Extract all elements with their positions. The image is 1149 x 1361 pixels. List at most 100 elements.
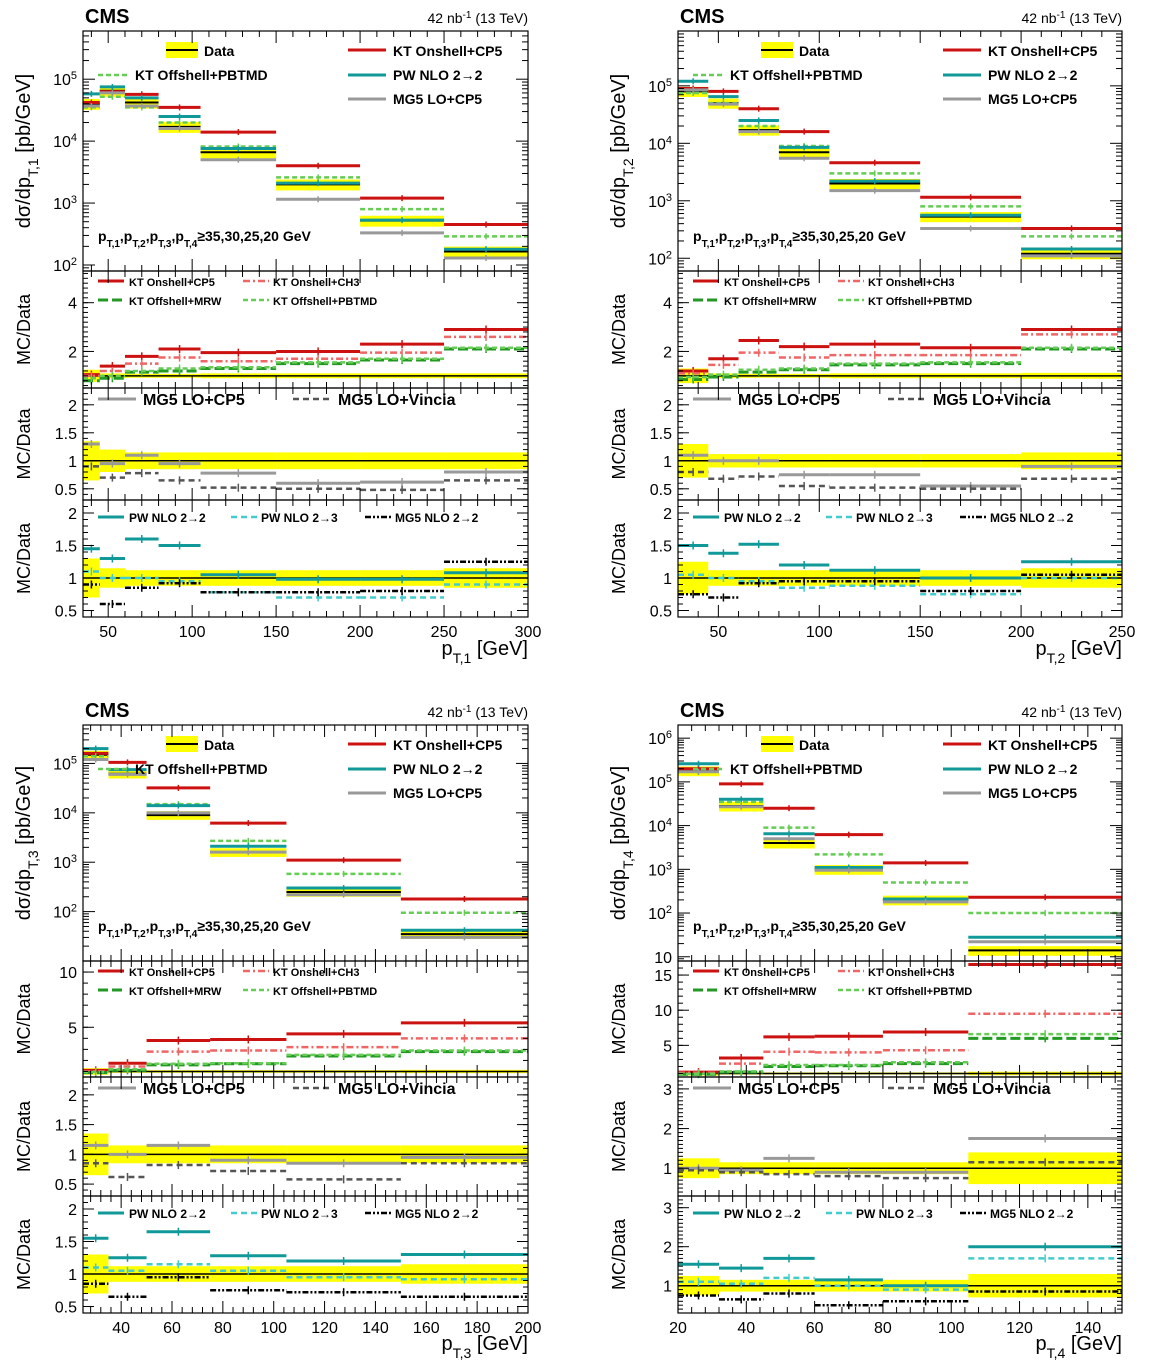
y-tick-label: 104 [648,134,672,153]
legend-label: Data [799,43,830,59]
legend-label: PW NLO 2→3 [261,511,338,525]
plot-frame [677,1195,1123,1314]
chart-panel-1: CMS 42 nb-1 (13 TeV) 102 103 104 105 dσ/dpT,1 … [13,6,541,666]
legend-label: Data [799,737,830,753]
y-tick-label: 2 [68,344,77,361]
x-tick-label: 180 [464,1320,491,1337]
x-tick-label: 150 [907,624,934,641]
ratio-legend: MG5 LO+CP5 MG5 LO+Vincia [98,1081,456,1098]
legend-label: KT Offshell+PBTMD [273,986,377,998]
y-tick-label: 5 [68,1020,77,1037]
plot-area [678,31,1122,271]
y-tick-label: 3 [663,1082,672,1099]
legend-label: KT Offshell+MRW [129,296,222,308]
y-tick-label: 104 [648,817,672,836]
y-tick-label: 0.5 [55,604,77,621]
legend-label: KT Onshell+CP5 [988,737,1098,753]
x-tick-label: 40 [112,1320,130,1337]
y-tick-label: 0.5 [55,1177,77,1194]
experiment-label: CMS [85,700,129,722]
legend-label: KT Offshell+PBTMD [868,296,972,308]
y-tick-label: 0.5 [55,1300,77,1317]
x-tick-label: 60 [806,1320,824,1337]
legend-label: MG5 LO+CP5 [143,392,245,409]
legend-label: MG5 LO+Vincia [933,1081,1051,1098]
legend-label: KT Onshell+CP5 [393,737,503,753]
y-tick-label: 103 [648,192,672,211]
y-tick-label: 1.5 [650,539,672,556]
plot-area [83,31,528,271]
y-axis-title: dσ/dpT,2 [pb/GeV] [608,74,636,228]
ratio-legend: MG5 LO+CP5 MG5 LO+Vincia [693,392,1051,409]
cut-label: pT,1,pT,2,pT,3,pT,4≥35,30,25,20 GeV [693,228,907,250]
y-tick-label: 103 [53,194,77,213]
legend-label: MG5 LO+CP5 [393,91,482,107]
x-tick-label: 160 [413,1320,440,1337]
ratio-y-axis-title: MC/Data [14,1100,34,1172]
lumi-label: 42 nb-1 (13 TeV) [428,10,529,27]
ratio-y-axis-title: MC/Data [14,408,34,480]
main-panel: 10 102 103 104 105 106 dσ/dpT,4 [pb/GeV] pT,1,p… [608,724,1123,967]
x-tick-label: 140 [362,1320,389,1337]
plot-frame [82,499,529,618]
y-tick-label: 10 [59,965,77,982]
ratio-y-axis-title: MC/Data [609,983,629,1055]
chart-panel-3: CMS 42 nb-1 (13 TeV)102103104105dσ/dpT,3 … [13,700,541,1361]
y-tick-label: 102 [648,904,672,923]
x-axis-title: pT,3 [GeV] [441,1333,528,1361]
lumi-label: 42 nb-1 (13 TeV) [1022,704,1123,721]
legend-label: MG5 LO+Vincia [933,392,1051,409]
y-tick-label: 102 [53,256,77,275]
x-tick-label: 40 [737,1320,755,1337]
experiment-label: CMS [680,700,724,722]
y-tick-label: 2 [68,1088,77,1105]
legend-label: KT Onshell+CH3 [868,967,955,979]
legend-label: PW NLO 2→2 [724,511,801,525]
y-tick-label: 102 [53,903,77,922]
x-tick-label: 300 [515,624,542,641]
plot-area [83,725,528,961]
y-tick-label: 2 [663,1122,672,1139]
lumi-label: 42 nb-1 (13 TeV) [1022,10,1123,27]
legend-label: KT Onshell+CP5 [724,277,810,289]
y-tick-label: 105 [53,70,77,89]
legend-label: KT Offshell+MRW [724,296,817,308]
ratio-panel-1: 5 10 MC/Data KT Onshell+CP5 KT Onshell+CH3KT… [14,960,529,1078]
y-tick-label: 0.5 [55,482,77,499]
ratio-y-axis-title: MC/Data [14,983,34,1055]
main-legend: Data KT Onshell+CP5 KT Offshell+PBTMD PW NL… [693,42,1098,107]
legend-label: PW NLO 2→2 [393,67,483,83]
y-axis-title: dσ/dpT,1 [pb/GeV] [13,74,41,228]
x-tick-label: 100 [260,1320,287,1337]
y-tick-label: 2 [663,344,672,361]
y-tick-label: 1 [68,1147,77,1164]
legend-label: MG5 LO+CP5 [738,1081,840,1098]
main-legend: Data KT Onshell+CP5 KT Offshell+PBTMD PW NL… [693,736,1098,801]
ratio-panel-1: 5 10 15 MC/Data KT Onshell+CP5 KT Onshell+CH3… [609,960,1123,1079]
y-tick-label: 105 [648,77,672,96]
ratio-y-axis-title: MC/Data [14,522,34,594]
x-tick-label: 100 [806,624,833,641]
ratio-panel-2: 0.5 1 1.5 2 MC/Data MG5 LO+CP5 MG5 LO+Vincia [609,387,1123,501]
experiment-label: CMS [680,6,724,28]
x-tick-label: 100 [179,624,206,641]
legend-label: KT Offshell+PBTMD [273,296,377,308]
main-panel: 102 103 104 105 dσ/dpT,1 [pb/GeV] pT,1,pT,2,p… [13,30,529,275]
chart-panel-2: CMS 42 nb-1 (13 TeV) 102 103 104 105 dσ/dpT,2 … [608,6,1135,666]
y-tick-label: 1.5 [55,1118,77,1135]
y-tick-label: 102 [648,249,672,268]
y-tick-label: 4 [663,296,672,313]
y-tick-label: 103 [648,860,672,879]
legend-label: MG5 LO+CP5 [143,1081,245,1098]
y-tick-label: 15 [654,968,672,985]
ratio-y-axis-title: MC/Data [609,293,629,365]
x-tick-label: 50 [709,624,727,641]
y-tick-label: 2 [68,1202,77,1219]
x-tick-label: 250 [431,624,458,641]
y-tick-label: 1 [68,1267,77,1284]
ratio-y-axis-title: MC/Data [609,1218,629,1290]
y-tick-label: 104 [53,132,77,151]
